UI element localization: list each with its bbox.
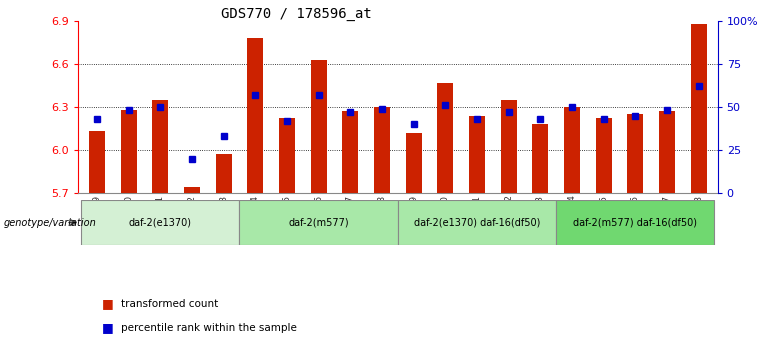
Bar (342, 111, 358, 193)
Text: daf-2(m577) daf-16(df50): daf-2(m577) daf-16(df50) (573, 218, 697, 227)
Text: percentile rank within the sample: percentile rank within the sample (121, 323, 296, 333)
Bar (564, 107, 580, 193)
Bar (533, 124, 548, 193)
Bar (690, 23, 707, 193)
Text: GDS770 / 178596_at: GDS770 / 178596_at (221, 7, 372, 21)
Bar (556, 200, 714, 245)
Bar (310, 60, 327, 193)
Bar (81, 200, 239, 245)
Bar (627, 114, 643, 193)
Text: transformed count: transformed count (121, 299, 218, 308)
Bar (152, 100, 168, 193)
Bar (121, 110, 136, 193)
Bar (247, 38, 263, 193)
Bar (659, 111, 675, 193)
Bar (216, 155, 232, 193)
Text: daf-2(m577): daf-2(m577) (289, 218, 349, 227)
Bar (469, 116, 485, 193)
Text: ■: ■ (101, 297, 113, 310)
Text: genotype/variation: genotype/variation (4, 218, 97, 227)
Bar (239, 200, 398, 245)
Bar (398, 200, 556, 245)
Bar (279, 118, 295, 193)
Bar (406, 133, 421, 193)
Bar (596, 118, 612, 193)
Bar (374, 107, 390, 193)
Text: daf-2(e1370) daf-16(df50): daf-2(e1370) daf-16(df50) (413, 218, 540, 227)
Bar (89, 131, 105, 193)
Text: daf-2(e1370): daf-2(e1370) (129, 218, 192, 227)
Bar (501, 100, 516, 193)
Bar (184, 187, 200, 193)
Text: ■: ■ (101, 321, 113, 334)
Bar (438, 82, 453, 193)
